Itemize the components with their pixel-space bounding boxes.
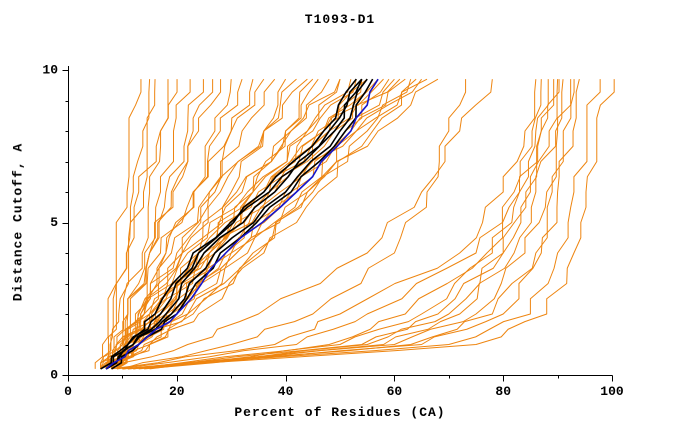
y-axis-label: Distance Cutoff, A (10, 142, 26, 302)
x-axis-label: Percent of Residues (CA) (234, 405, 446, 420)
chart-title: T1093-D1 (304, 12, 376, 27)
